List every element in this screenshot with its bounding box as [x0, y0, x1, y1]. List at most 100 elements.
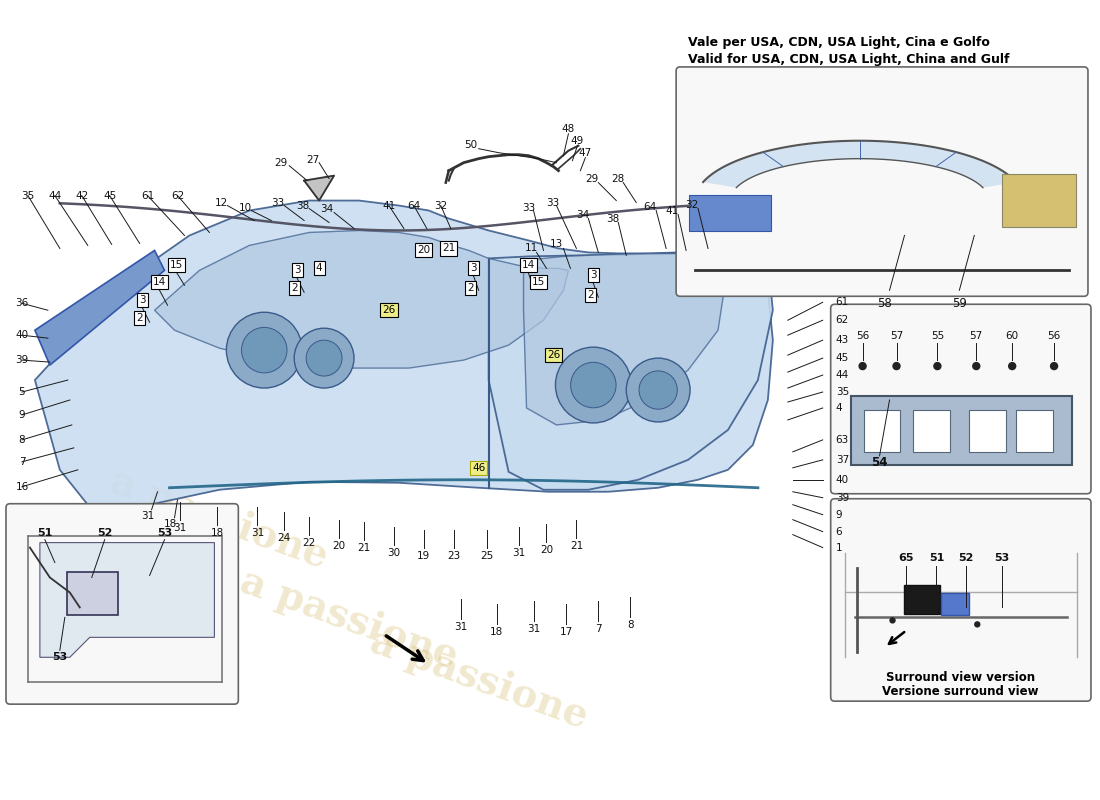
- Text: 2: 2: [290, 283, 297, 294]
- Text: 32: 32: [685, 199, 698, 210]
- Text: 2: 2: [468, 283, 474, 294]
- Text: 21: 21: [442, 243, 455, 254]
- Text: 57: 57: [970, 331, 983, 341]
- Text: 20: 20: [332, 541, 345, 550]
- Polygon shape: [305, 176, 334, 201]
- Text: 2: 2: [136, 314, 143, 323]
- Text: 15: 15: [532, 278, 546, 287]
- Circle shape: [571, 362, 616, 408]
- Text: 61: 61: [141, 190, 154, 201]
- Text: 20: 20: [417, 246, 430, 255]
- Text: 27: 27: [307, 154, 320, 165]
- Text: 52: 52: [958, 553, 974, 562]
- FancyBboxPatch shape: [830, 304, 1091, 494]
- Text: 62: 62: [836, 315, 849, 326]
- Text: 64: 64: [407, 201, 420, 210]
- Text: 35: 35: [836, 387, 849, 397]
- Text: 15: 15: [169, 260, 183, 270]
- Text: 58: 58: [877, 297, 892, 310]
- FancyBboxPatch shape: [676, 67, 1088, 296]
- Circle shape: [227, 312, 302, 388]
- Text: 31: 31: [251, 528, 264, 538]
- FancyBboxPatch shape: [969, 410, 1006, 452]
- Polygon shape: [40, 542, 214, 658]
- Circle shape: [1050, 362, 1057, 370]
- Text: 53: 53: [52, 652, 67, 662]
- FancyBboxPatch shape: [1016, 410, 1053, 452]
- Text: 21: 21: [570, 541, 583, 550]
- Circle shape: [934, 362, 940, 370]
- Text: 33: 33: [521, 202, 536, 213]
- Text: 17: 17: [560, 627, 573, 638]
- Text: 65: 65: [899, 553, 914, 562]
- FancyBboxPatch shape: [864, 410, 901, 452]
- Text: Surround view version: Surround view version: [886, 671, 1035, 684]
- Text: 28: 28: [612, 174, 625, 184]
- Text: 40: 40: [836, 474, 849, 485]
- Circle shape: [242, 327, 287, 373]
- Text: 6: 6: [836, 526, 843, 537]
- Text: 37: 37: [836, 455, 849, 465]
- Circle shape: [556, 347, 631, 423]
- Text: 9: 9: [19, 410, 25, 420]
- Text: 13: 13: [550, 239, 563, 250]
- Text: 55: 55: [931, 331, 944, 341]
- Circle shape: [859, 362, 866, 370]
- Text: 42: 42: [75, 190, 88, 201]
- Text: 9: 9: [836, 510, 843, 520]
- Text: 7: 7: [19, 457, 25, 467]
- Text: a passione: a passione: [235, 562, 463, 676]
- Text: 1: 1: [836, 542, 843, 553]
- Text: 31: 31: [173, 522, 186, 533]
- FancyBboxPatch shape: [689, 194, 771, 231]
- Text: 16: 16: [15, 482, 29, 492]
- Text: 29: 29: [585, 174, 600, 184]
- Text: 41: 41: [383, 201, 396, 210]
- Text: 53: 53: [157, 528, 173, 538]
- Circle shape: [306, 340, 342, 376]
- Text: 7: 7: [595, 624, 602, 634]
- Text: 22: 22: [302, 538, 316, 548]
- Text: 38: 38: [606, 214, 619, 223]
- Text: 35: 35: [21, 190, 34, 201]
- Text: 30: 30: [387, 547, 400, 558]
- Text: 11: 11: [525, 243, 538, 254]
- Text: 3: 3: [471, 263, 477, 274]
- FancyBboxPatch shape: [904, 586, 940, 614]
- Text: 59: 59: [952, 297, 967, 310]
- Polygon shape: [35, 201, 773, 520]
- Text: 56: 56: [1047, 331, 1060, 341]
- Text: 18: 18: [211, 528, 224, 538]
- Text: 39: 39: [836, 493, 849, 502]
- Polygon shape: [35, 250, 165, 365]
- Circle shape: [975, 622, 980, 627]
- Text: 10: 10: [239, 202, 252, 213]
- Text: 36: 36: [15, 298, 29, 308]
- Polygon shape: [488, 250, 773, 490]
- Text: 26: 26: [547, 350, 560, 360]
- Text: 51: 51: [37, 528, 53, 538]
- FancyBboxPatch shape: [850, 396, 1072, 465]
- Text: 18: 18: [164, 518, 177, 529]
- FancyBboxPatch shape: [830, 498, 1091, 701]
- Text: 8: 8: [19, 435, 25, 445]
- Circle shape: [626, 358, 690, 422]
- Text: 49: 49: [571, 136, 584, 146]
- Text: 26: 26: [383, 306, 396, 315]
- Text: 41: 41: [666, 206, 679, 215]
- Text: 45: 45: [836, 353, 849, 363]
- Text: 45: 45: [103, 190, 117, 201]
- Text: 23: 23: [447, 550, 461, 561]
- Text: a passione: a passione: [106, 462, 333, 577]
- Text: 3: 3: [590, 270, 596, 280]
- Text: 34: 34: [320, 203, 333, 214]
- Circle shape: [893, 362, 900, 370]
- Text: 32: 32: [434, 201, 448, 210]
- Text: 34: 34: [575, 210, 589, 219]
- Text: 2: 2: [587, 290, 594, 300]
- Text: 19: 19: [417, 550, 430, 561]
- Text: 31: 31: [141, 510, 154, 521]
- Text: 4: 4: [836, 403, 843, 413]
- Text: 31: 31: [527, 624, 540, 634]
- FancyBboxPatch shape: [1002, 174, 1076, 227]
